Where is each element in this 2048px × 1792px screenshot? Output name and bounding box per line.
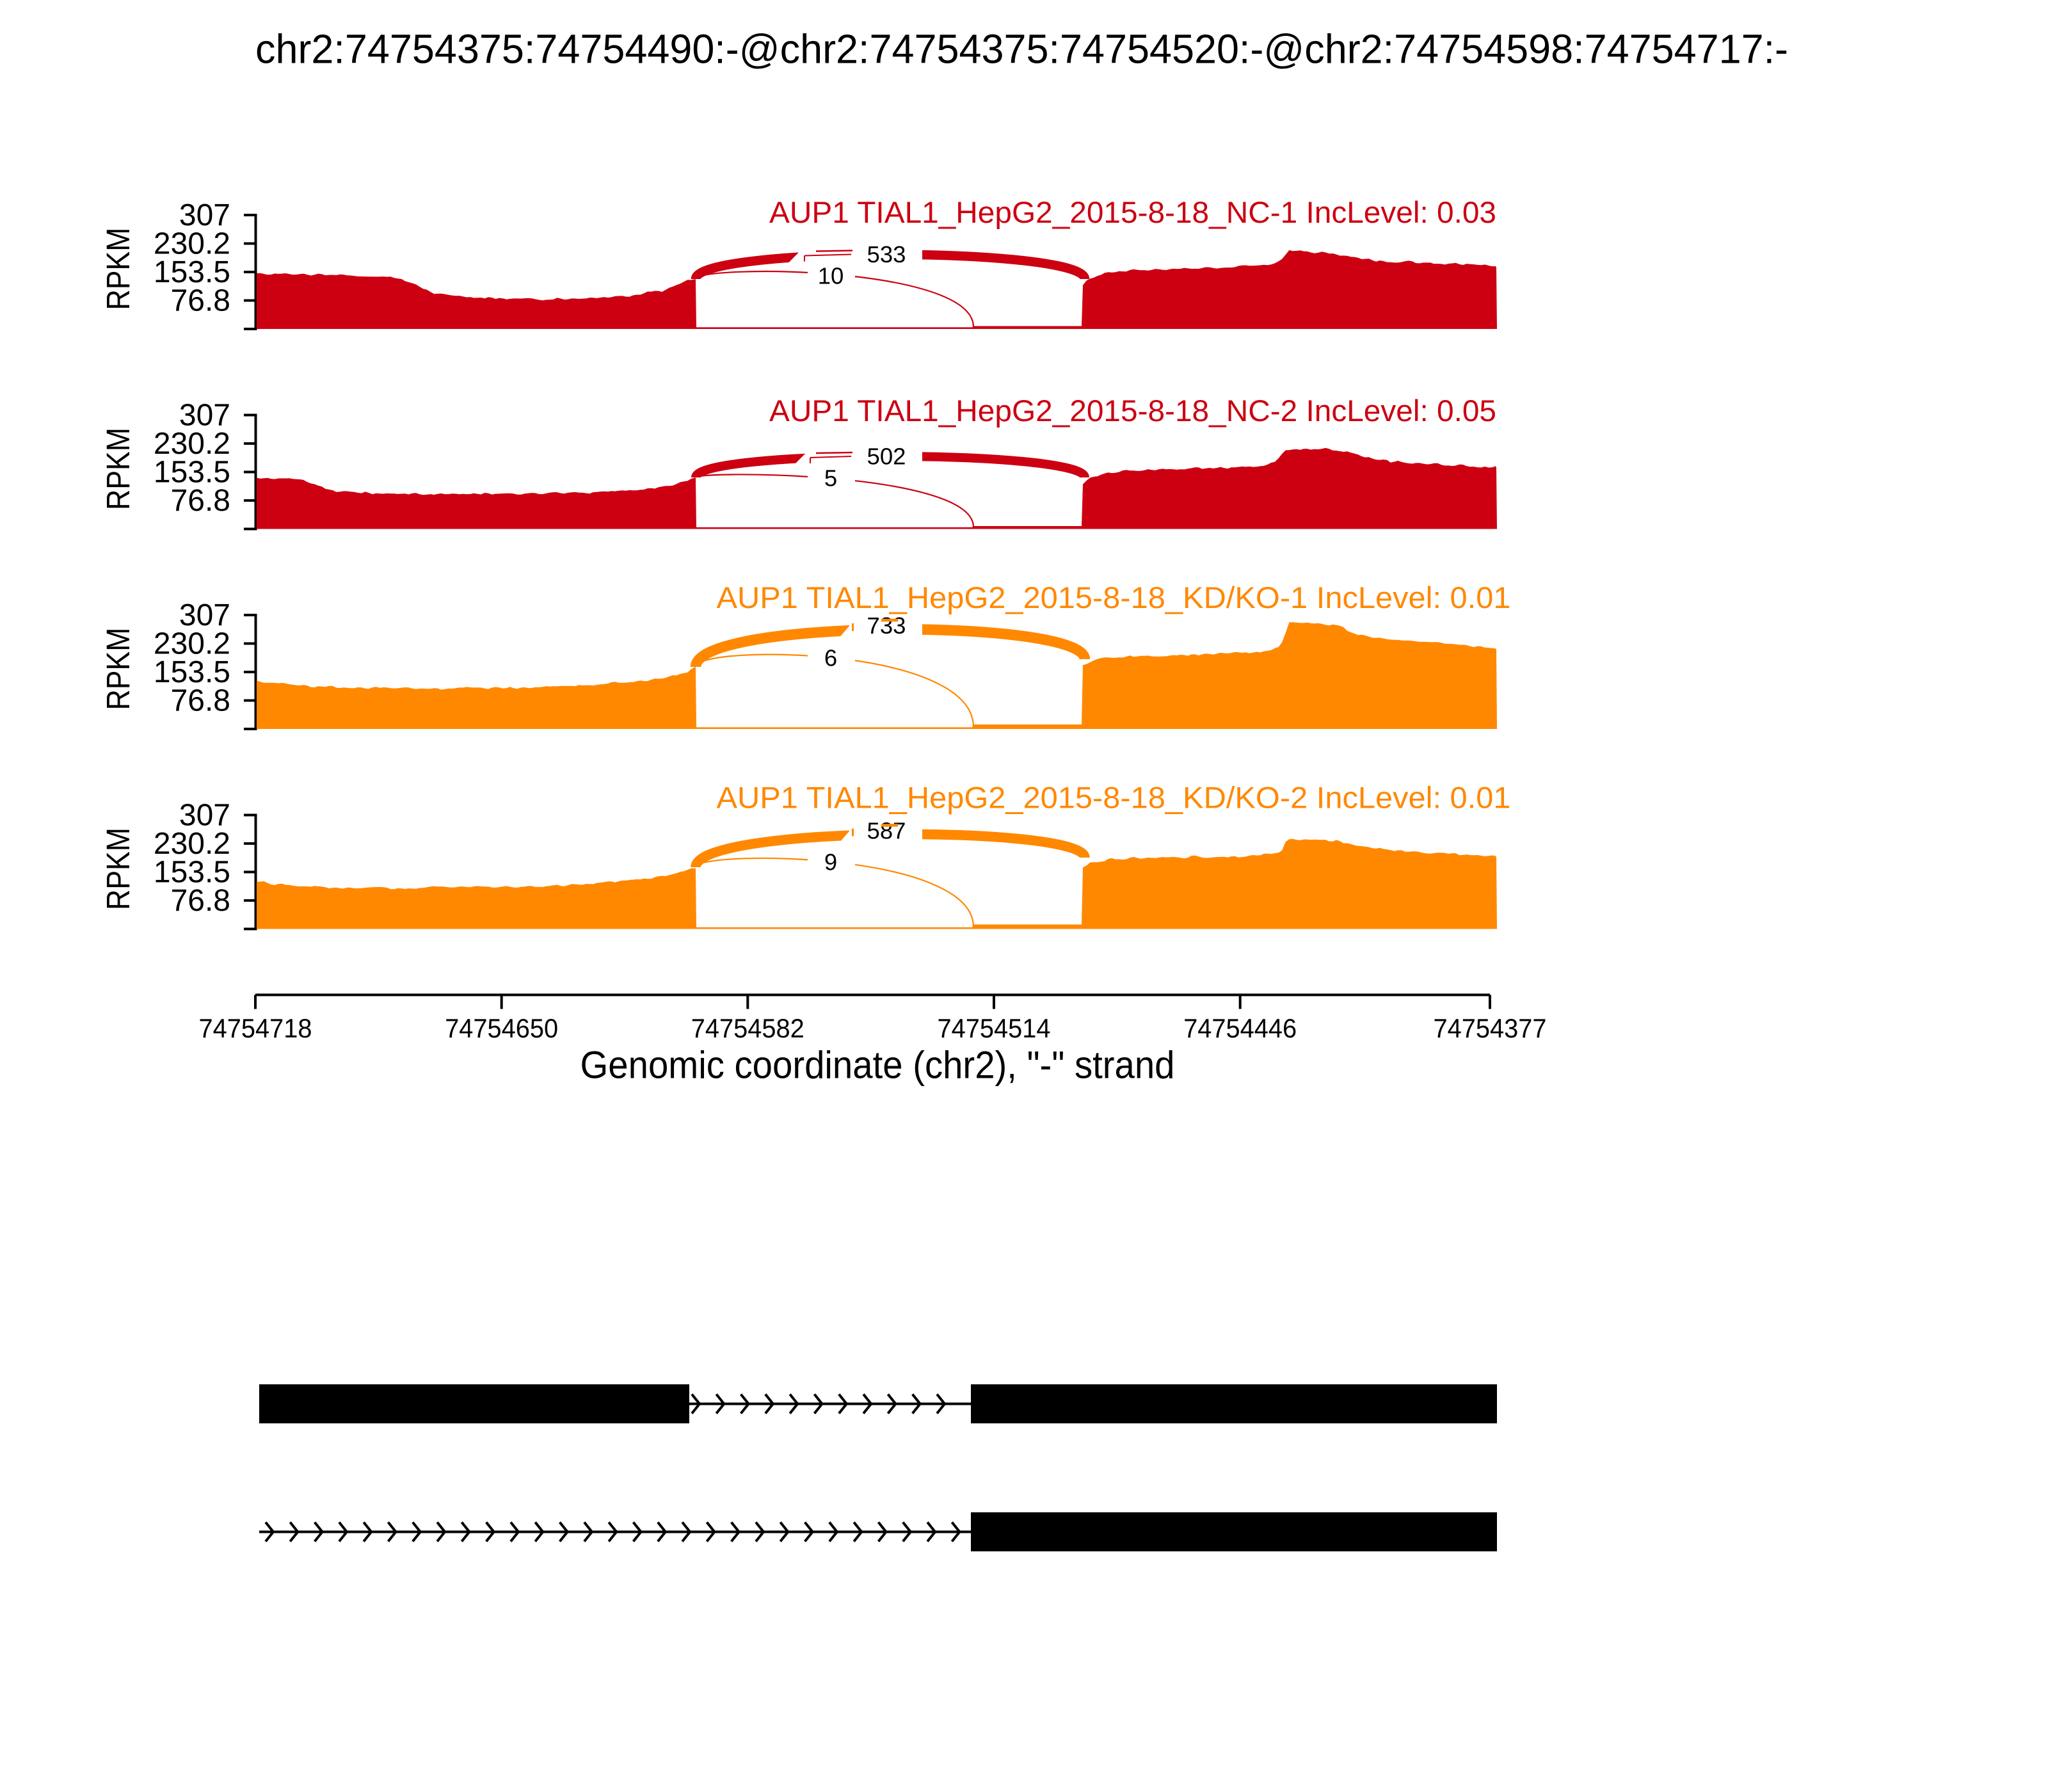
svg-text:AUP1 TIAL1_HepG2_2015-8-18_NC-: AUP1 TIAL1_HepG2_2015-8-18_NC-1 IncLevel… xyxy=(769,196,1496,230)
svg-text:76.8: 76.8 xyxy=(171,884,230,918)
svg-text:AUP1 TIAL1_HepG2_2015-8-18_KD/: AUP1 TIAL1_HepG2_2015-8-18_KD/KO-2 IncLe… xyxy=(717,781,1511,815)
svg-text:230.2: 230.2 xyxy=(154,827,230,861)
svg-text:9: 9 xyxy=(824,849,837,876)
svg-text:230.2: 230.2 xyxy=(154,227,230,261)
svg-text:76.8: 76.8 xyxy=(171,484,230,518)
svg-text:307: 307 xyxy=(179,799,230,833)
svg-text:74754718: 74754718 xyxy=(199,1013,312,1043)
svg-text:10: 10 xyxy=(818,263,844,289)
svg-text:74754650: 74754650 xyxy=(445,1013,558,1043)
svg-text:chr2:74754375:74754490:-@chr2:: chr2:74754375:74754490:-@chr2:74754375:7… xyxy=(255,26,1788,72)
svg-text:153.5: 153.5 xyxy=(154,255,230,289)
svg-text:5: 5 xyxy=(824,465,837,492)
svg-text:502: 502 xyxy=(867,444,906,470)
svg-text:76.8: 76.8 xyxy=(171,284,230,318)
svg-text:153.5: 153.5 xyxy=(154,456,230,490)
svg-text:307: 307 xyxy=(179,198,230,232)
svg-text:Genomic coordinate (chr2), "-": Genomic coordinate (chr2), "-" strand xyxy=(580,1044,1175,1087)
svg-text:733: 733 xyxy=(867,612,906,639)
svg-text:RPKM: RPKM xyxy=(100,228,136,310)
svg-text:230.2: 230.2 xyxy=(154,627,230,661)
svg-text:587: 587 xyxy=(867,818,906,844)
svg-text:76.8: 76.8 xyxy=(171,684,230,718)
svg-text:74754377: 74754377 xyxy=(1434,1013,1547,1043)
svg-text:533: 533 xyxy=(867,241,906,268)
svg-text:307: 307 xyxy=(179,399,230,433)
svg-text:RPKM: RPKM xyxy=(100,628,136,710)
svg-text:RPKM: RPKM xyxy=(100,428,136,510)
svg-text:AUP1 TIAL1_HepG2_2015-8-18_KD/: AUP1 TIAL1_HepG2_2015-8-18_KD/KO-1 IncLe… xyxy=(717,581,1511,615)
svg-text:AUP1 TIAL1_HepG2_2015-8-18_NC-: AUP1 TIAL1_HepG2_2015-8-18_NC-2 IncLevel… xyxy=(769,394,1496,428)
svg-text:74754514: 74754514 xyxy=(938,1013,1051,1043)
svg-text:74754446: 74754446 xyxy=(1183,1013,1297,1043)
svg-text:153.5: 153.5 xyxy=(154,856,230,890)
svg-text:153.5: 153.5 xyxy=(154,655,230,689)
svg-text:74754582: 74754582 xyxy=(691,1013,804,1043)
svg-text:230.2: 230.2 xyxy=(154,427,230,461)
svg-text:6: 6 xyxy=(824,645,837,671)
svg-text:307: 307 xyxy=(179,598,230,632)
svg-text:RPKM: RPKM xyxy=(100,828,136,910)
